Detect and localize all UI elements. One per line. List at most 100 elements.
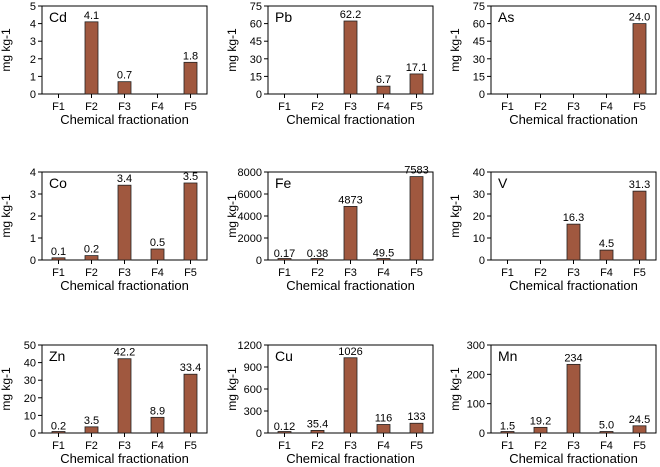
x-tick-label: F5 xyxy=(184,440,197,452)
y-tick-label: 900 xyxy=(244,362,262,374)
chart-panel-cd: 0 1 2 3 4 5 F1 F2 4.1 F3 0.7 F4 F5 1.8 Cd Chemical frac… xyxy=(0,1,208,127)
y-axis-label: mg kg-1 xyxy=(0,194,13,238)
chart-panel-mn: 0 100 200 300 F1 1.5 F2 19.2 F3 234 F4 5.0 F5 24.5 Mn C… xyxy=(448,340,657,466)
data-label: 35.4 xyxy=(307,418,328,430)
data-label: 8.9 xyxy=(150,405,165,417)
data-label: 4873 xyxy=(338,194,362,206)
y-tick-label: 0 xyxy=(479,89,485,101)
y-tick-label: 20 xyxy=(473,211,485,223)
bar-co-f2 xyxy=(84,255,99,261)
y-tick-label: 30 xyxy=(473,189,485,201)
x-tick-label: F4 xyxy=(377,267,390,279)
x-tick-label: F3 xyxy=(567,101,580,113)
panel-title: Pb xyxy=(275,9,292,25)
x-tick-label: F4 xyxy=(600,101,613,113)
panel-title: Co xyxy=(49,175,67,191)
data-label: 0.5 xyxy=(150,237,165,249)
y-tick-label: 2000 xyxy=(238,233,262,245)
x-tick-label: F2 xyxy=(534,267,547,279)
y-tick-label: 75 xyxy=(473,1,485,13)
data-label: 4.1 xyxy=(84,10,99,22)
x-tick-label: F3 xyxy=(567,440,580,452)
x-tick-label: F2 xyxy=(85,267,98,279)
x-tick-label: F1 xyxy=(52,440,65,452)
y-tick-label: 2 xyxy=(30,211,36,223)
chart-panel-pb: 0 15 30 45 60 75 F1 F2 F3 62.2 F4 6.7 F5 17.1 Pb Chemic… xyxy=(225,1,434,127)
data-label: 42.2 xyxy=(114,347,135,359)
y-tick-label: 30 xyxy=(473,54,485,66)
data-label: 4.5 xyxy=(599,238,614,250)
panel-title: Zn xyxy=(49,348,65,364)
bar-as-f5 xyxy=(632,23,647,95)
bar-cu-f2 xyxy=(310,430,325,434)
x-axis-label: Chemical fractionation xyxy=(286,278,415,293)
data-label: 0.1 xyxy=(51,246,66,258)
bar-fe-f3 xyxy=(343,205,358,261)
y-tick-label: 4000 xyxy=(238,211,262,223)
data-label: 1026 xyxy=(338,346,362,358)
x-tick-label: F5 xyxy=(410,267,423,279)
data-label: 1.5 xyxy=(500,421,515,433)
x-tick-label: F2 xyxy=(534,440,547,452)
y-axis-label: mg kg-1 xyxy=(225,28,239,72)
x-tick-label: F2 xyxy=(85,440,98,452)
bar-mn-f2 xyxy=(533,426,548,434)
y-tick-label: 15 xyxy=(473,71,485,83)
x-axis-label: Chemical fractionation xyxy=(509,112,638,127)
chart-panel-zn: 0 10 20 30 40 50 F1 0.2 F2 3.5 F3 42.2 F4 8.9 F5 33.4 Zn… xyxy=(0,340,208,466)
y-tick-label: 60 xyxy=(250,19,262,31)
y-tick-label: 600 xyxy=(244,384,262,396)
bar-fe-f5 xyxy=(409,176,424,261)
y-tick-label: 50 xyxy=(24,340,36,352)
data-label: 234 xyxy=(564,352,582,364)
x-axis-label: Chemical fractionation xyxy=(286,112,415,127)
y-tick-label: 30 xyxy=(24,375,36,387)
y-tick-label: 60 xyxy=(473,19,485,31)
panel-title: Cu xyxy=(275,348,293,364)
y-tick-label: 300 xyxy=(244,406,262,418)
y-tick-label: 10 xyxy=(24,410,36,422)
bar-v-f4 xyxy=(599,249,614,261)
y-tick-label: 6000 xyxy=(238,189,262,201)
x-tick-label: F5 xyxy=(633,267,646,279)
x-tick-label: F5 xyxy=(633,440,646,452)
y-axis-label: mg kg-1 xyxy=(448,367,462,411)
data-label: 16.3 xyxy=(563,212,584,224)
bar-zn-f3 xyxy=(117,358,132,434)
y-tick-label: 300 xyxy=(467,340,485,352)
panel-title: Mn xyxy=(498,348,517,364)
y-tick-label: 0 xyxy=(30,428,36,440)
x-tick-label: F5 xyxy=(410,440,423,452)
data-label: 24.0 xyxy=(629,12,650,24)
panel-title: As xyxy=(498,9,514,25)
x-tick-label: F3 xyxy=(344,440,357,452)
x-tick-label: F1 xyxy=(52,101,65,113)
y-tick-label: 3 xyxy=(30,189,36,201)
x-tick-label: F1 xyxy=(278,440,291,452)
panel-title: Cd xyxy=(49,9,67,25)
x-tick-label: F2 xyxy=(85,101,98,113)
data-label: 31.3 xyxy=(629,179,650,191)
chart-panel-cu: 0 300 600 900 1200 F1 0.12 F2 35.4 F3 1026 F4 116 F5 1… xyxy=(225,340,434,466)
data-label: 33.4 xyxy=(180,362,201,374)
data-label: 116 xyxy=(375,412,393,424)
panel-title: V xyxy=(498,175,508,191)
y-tick-label: 30 xyxy=(250,54,262,66)
x-tick-label: F5 xyxy=(184,267,197,279)
y-tick-label: 10 xyxy=(473,233,485,245)
data-label: 0.17 xyxy=(274,248,295,260)
bar-co-f1 xyxy=(51,257,66,261)
x-tick-label: F4 xyxy=(600,267,613,279)
y-tick-label: 2 xyxy=(30,54,36,66)
chart-panel-fe: 0 2000 4000 6000 8000 F1 0.17 F2 0.38 F3 4873 F4 49.… xyxy=(225,165,434,293)
bar-cd-f5 xyxy=(183,61,198,95)
x-tick-label: F5 xyxy=(184,101,197,113)
x-tick-label: F4 xyxy=(377,101,390,113)
x-tick-label: F1 xyxy=(52,267,65,279)
y-tick-label: 40 xyxy=(473,167,485,179)
y-tick-label: 15 xyxy=(250,71,262,83)
y-axis-label: mg kg-1 xyxy=(0,367,13,411)
bar-v-f5 xyxy=(632,190,647,261)
y-tick-label: 20 xyxy=(24,393,36,405)
